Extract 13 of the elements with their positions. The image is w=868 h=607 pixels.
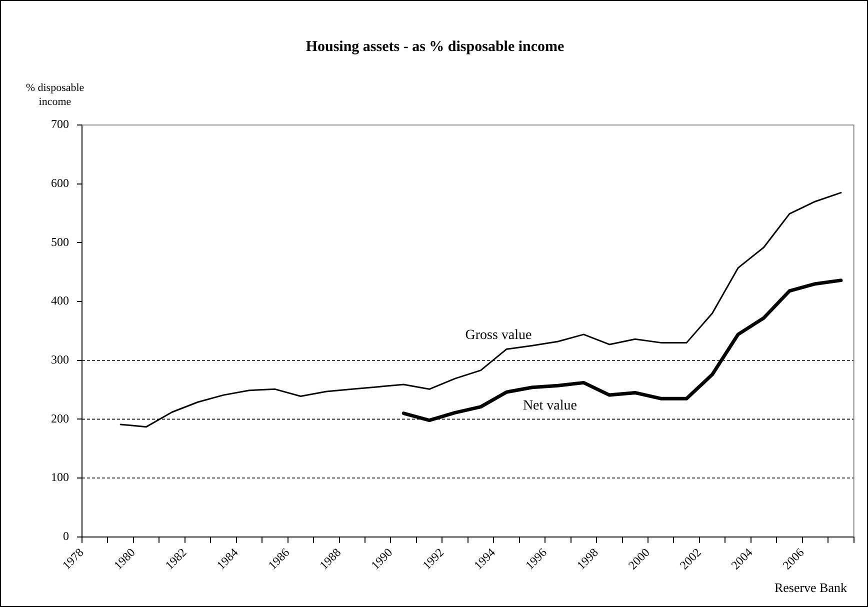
y-tick-label: 200 (51, 411, 69, 426)
y-tick-label: 100 (51, 470, 69, 484)
y-tick-label: 300 (51, 352, 69, 366)
chart-title: Housing assets - as % disposable income (304, 39, 566, 56)
y-tick-label: 400 (51, 294, 69, 308)
y-tick-label: 600 (51, 176, 69, 190)
text: Reserve Bank (774, 580, 847, 596)
y-tick-label: 0 (63, 529, 69, 544)
y-tick-label: 500 (51, 234, 69, 249)
series-label: Net value (522, 398, 577, 414)
y-axis-title: % disposable income (24, 81, 86, 109)
series-label: Gross value (465, 328, 532, 343)
y-tick-label: 700 (51, 117, 69, 132)
